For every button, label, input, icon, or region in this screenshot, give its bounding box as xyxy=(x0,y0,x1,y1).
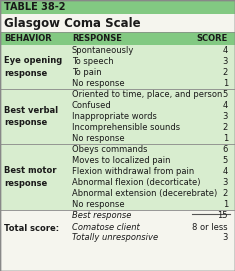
Text: RESPONSE: RESPONSE xyxy=(72,34,122,43)
Text: Incomprehensible sounds: Incomprehensible sounds xyxy=(72,123,180,132)
Text: 5: 5 xyxy=(223,156,228,165)
Text: 5: 5 xyxy=(223,90,228,99)
Text: Flexion withdrawal from pain: Flexion withdrawal from pain xyxy=(72,167,194,176)
Text: Inappropriate words: Inappropriate words xyxy=(72,112,157,121)
Text: 1: 1 xyxy=(223,79,228,88)
Text: 4: 4 xyxy=(223,46,228,55)
Text: 4: 4 xyxy=(223,167,228,176)
Text: Comatose client: Comatose client xyxy=(72,222,140,231)
Text: SCORE: SCORE xyxy=(197,34,228,43)
Text: 6: 6 xyxy=(223,145,228,154)
Text: Glasgow Coma Scale: Glasgow Coma Scale xyxy=(4,17,141,30)
Text: No response: No response xyxy=(72,79,125,88)
Bar xyxy=(0,45,235,89)
Text: 4: 4 xyxy=(223,101,228,110)
Text: 3: 3 xyxy=(223,178,228,187)
Text: 2: 2 xyxy=(223,189,228,198)
Text: Spontaneously: Spontaneously xyxy=(72,46,134,55)
Text: To speech: To speech xyxy=(72,57,114,66)
Text: Moves to localized pain: Moves to localized pain xyxy=(72,156,171,165)
Text: 3: 3 xyxy=(223,234,228,243)
Text: 15: 15 xyxy=(218,211,228,221)
Bar xyxy=(0,32,235,45)
Text: Best verbal
response: Best verbal response xyxy=(4,106,58,127)
Text: Best response: Best response xyxy=(72,211,131,221)
Text: 2: 2 xyxy=(223,68,228,77)
Text: 2: 2 xyxy=(223,123,228,132)
Text: Total score:: Total score: xyxy=(4,224,59,233)
Text: Oriented to time, place, and person: Oriented to time, place, and person xyxy=(72,90,222,99)
Text: Eye opening
response: Eye opening response xyxy=(4,56,62,78)
Text: 3: 3 xyxy=(223,112,228,121)
Text: To pain: To pain xyxy=(72,68,102,77)
Text: Totally unresponsive: Totally unresponsive xyxy=(72,234,158,243)
Text: TABLE 38-2: TABLE 38-2 xyxy=(4,2,66,12)
Text: 1: 1 xyxy=(223,200,228,209)
Bar xyxy=(0,210,235,247)
Text: BEHAVIOR: BEHAVIOR xyxy=(4,34,52,43)
Text: 3: 3 xyxy=(223,57,228,66)
Bar xyxy=(0,89,235,144)
Bar xyxy=(0,0,235,14)
Text: No response: No response xyxy=(72,200,125,209)
Text: Confused: Confused xyxy=(72,101,112,110)
Text: Abnormal extension (decerebrate): Abnormal extension (decerebrate) xyxy=(72,189,217,198)
Text: 1: 1 xyxy=(223,134,228,143)
Text: Abnormal flexion (decorticate): Abnormal flexion (decorticate) xyxy=(72,178,200,187)
Text: No response: No response xyxy=(72,134,125,143)
Text: Best motor
response: Best motor response xyxy=(4,166,56,188)
Bar xyxy=(0,144,235,210)
Text: 8 or less: 8 or less xyxy=(192,222,228,231)
Text: Obeys commands: Obeys commands xyxy=(72,145,148,154)
Bar xyxy=(0,14,235,32)
